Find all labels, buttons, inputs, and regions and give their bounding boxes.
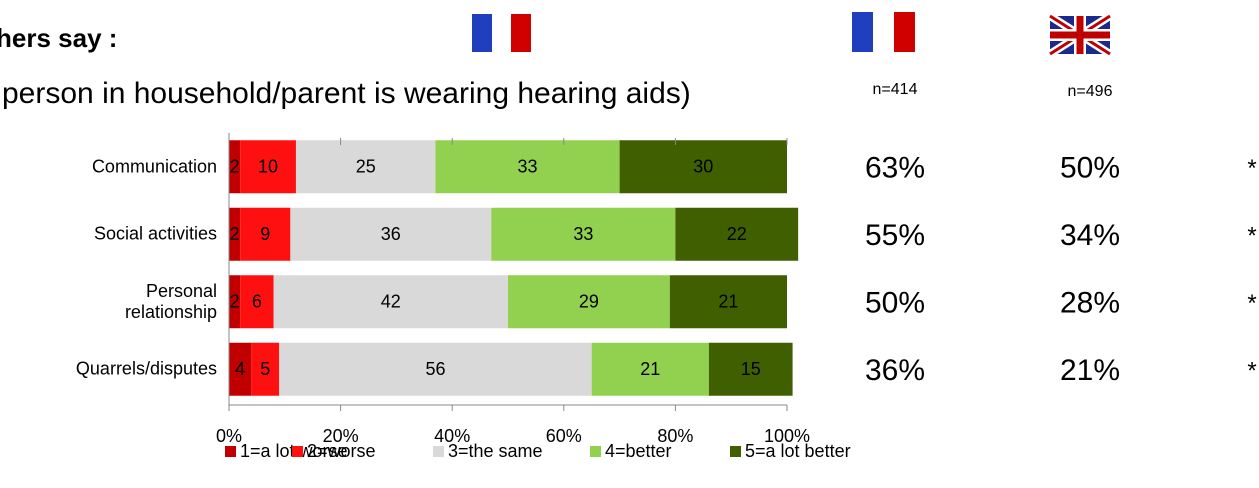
x-tick-label: 60% <box>546 426 582 446</box>
x-tick-label: 0% <box>216 426 242 446</box>
significance-mark: * <box>1247 223 1256 250</box>
category-label: Quarrels/disputes <box>75 358 217 379</box>
sample-size: n=496 <box>1068 83 1113 100</box>
category-label: Social activities <box>93 223 217 244</box>
bar-segment <box>669 275 787 329</box>
bar-segment <box>508 275 670 329</box>
bar-segment <box>435 140 620 194</box>
summary-value: 34% <box>1060 219 1120 252</box>
data-label: 33 <box>573 224 593 244</box>
x-tick-label: 20% <box>323 426 359 446</box>
bar-segment <box>491 207 676 261</box>
data-label: 33 <box>518 157 538 177</box>
data-label: 10 <box>258 157 278 177</box>
bar-segment <box>290 207 492 261</box>
data-label: 2 <box>230 157 240 177</box>
data-label: 30 <box>693 157 713 177</box>
flag-fr <box>472 14 531 52</box>
significance-mark: * <box>1247 155 1256 182</box>
summary-value: 63% <box>865 152 925 185</box>
legend-swatch <box>730 446 741 457</box>
legend-label: 2=worse <box>307 441 376 461</box>
bar-segment <box>240 207 291 261</box>
legend-swatch <box>225 446 236 457</box>
data-label: 36 <box>381 224 401 244</box>
data-label: 15 <box>741 359 761 379</box>
bar-segment <box>229 207 241 261</box>
flag-uk <box>1047 12 1113 58</box>
bar-segment <box>295 140 436 194</box>
summary-value: 28% <box>1060 287 1120 320</box>
x-tick-label: 100% <box>764 426 810 446</box>
data-label: 56 <box>425 359 445 379</box>
legend-swatch <box>590 446 601 457</box>
data-label: 22 <box>727 224 747 244</box>
summary-value: 50% <box>865 287 925 320</box>
data-label: 5 <box>260 359 270 379</box>
data-label: 4 <box>235 359 245 379</box>
legend-label: 4=better <box>605 441 672 461</box>
bar-segment <box>619 140 787 194</box>
data-label: 2 <box>230 224 240 244</box>
bar-segment <box>229 140 241 194</box>
bar-segment <box>251 342 280 396</box>
data-label: 6 <box>252 292 262 312</box>
significance-mark: * <box>1247 358 1256 385</box>
bar-segment <box>229 342 252 396</box>
bar-segment <box>591 342 709 396</box>
sample-size: n=414 <box>873 81 918 98</box>
data-label: 29 <box>579 292 599 312</box>
legend-label: 5=a lot better <box>745 441 851 461</box>
legend-swatch <box>433 446 444 457</box>
data-label: 21 <box>640 359 660 379</box>
legend-swatch <box>292 446 303 457</box>
legend-label: 3=the same <box>448 441 543 461</box>
bar-segment <box>273 275 508 329</box>
bar-segment <box>279 342 592 396</box>
category-label: Communication <box>91 156 217 177</box>
data-label: 25 <box>356 157 376 177</box>
flag-fr <box>852 12 915 52</box>
x-tick-label: 40% <box>434 426 470 446</box>
summary-value: 36% <box>865 354 925 387</box>
bar-segment <box>240 140 296 194</box>
data-label: 21 <box>718 292 738 312</box>
subtitle: person in household/parent is wearing he… <box>2 77 691 110</box>
bar-segment <box>240 275 274 329</box>
x-tick-label: 80% <box>657 426 693 446</box>
data-label: 42 <box>381 292 401 312</box>
summary-value: 55% <box>865 219 925 252</box>
data-label: 9 <box>260 224 270 244</box>
data-label: 2 <box>230 292 240 312</box>
bar-segment <box>675 207 799 261</box>
summary-value: 21% <box>1060 354 1120 387</box>
title: hers say : <box>0 23 117 53</box>
bar-segment <box>229 275 241 329</box>
summary-value: 50% <box>1060 152 1120 185</box>
significance-mark: * <box>1247 290 1256 317</box>
bar-segment <box>708 342 793 396</box>
category-label: Personal relationship <box>124 280 217 322</box>
